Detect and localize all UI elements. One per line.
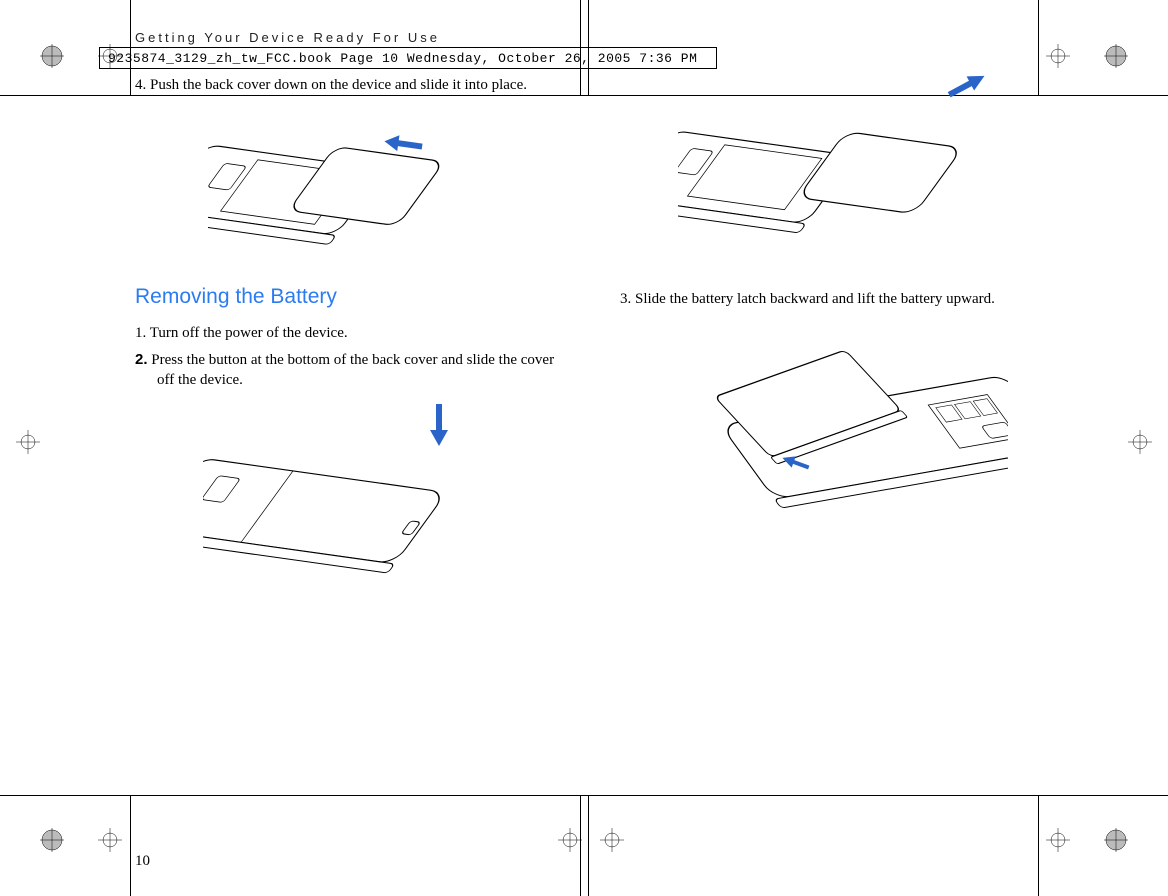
figure-cover-slide — [135, 101, 570, 271]
crop-line — [580, 795, 581, 896]
left-column: 4. Push the back cover down on the devic… — [135, 75, 570, 610]
crop-line — [588, 795, 589, 896]
step-2-number: 2. — [135, 351, 148, 368]
reg-target — [1046, 828, 1070, 852]
page-content: Getting Your Device Ready For Use 4. Pus… — [135, 30, 1055, 610]
reg-circle-top-right — [1104, 44, 1128, 68]
crop-line — [130, 795, 131, 896]
step-1-text: 1. Turn off the power of the device. — [135, 323, 570, 343]
running-header: Getting Your Device Ready For Use — [135, 30, 1055, 45]
right-column: 3. Slide the battery latch backward and … — [620, 75, 1055, 610]
crop-line — [1038, 95, 1168, 96]
reg-target — [558, 828, 582, 852]
reg-target — [600, 828, 624, 852]
step-4-text: 4. Push the back cover down on the devic… — [135, 75, 570, 95]
step-2-body: Press the button at the bottom of the ba… — [148, 352, 555, 388]
removing-battery-heading: Removing the Battery — [135, 285, 570, 309]
crop-line — [1038, 795, 1168, 796]
figure-lift-battery — [620, 315, 1055, 525]
reg-circle-bottom-right — [1104, 828, 1128, 852]
crop-line — [0, 795, 130, 796]
page-number: 10 — [135, 853, 150, 870]
two-column-layout: 4. Push the back cover down on the devic… — [135, 75, 1055, 610]
reg-circle-bottom-left — [40, 828, 64, 852]
reg-target — [1128, 430, 1152, 454]
reg-target — [16, 430, 40, 454]
figure-press-button — [135, 396, 570, 596]
reg-circle-top-left — [40, 44, 64, 68]
step-3-text: 3. Slide the battery latch backward and … — [620, 289, 1055, 309]
crop-line — [1038, 795, 1039, 896]
crop-line — [130, 795, 1038, 796]
step-2-text: 2. Press the button at the bottom of the… — [135, 350, 570, 391]
reg-target — [98, 828, 122, 852]
figure-slide-cover-off — [620, 75, 1055, 275]
crop-line — [0, 95, 130, 96]
